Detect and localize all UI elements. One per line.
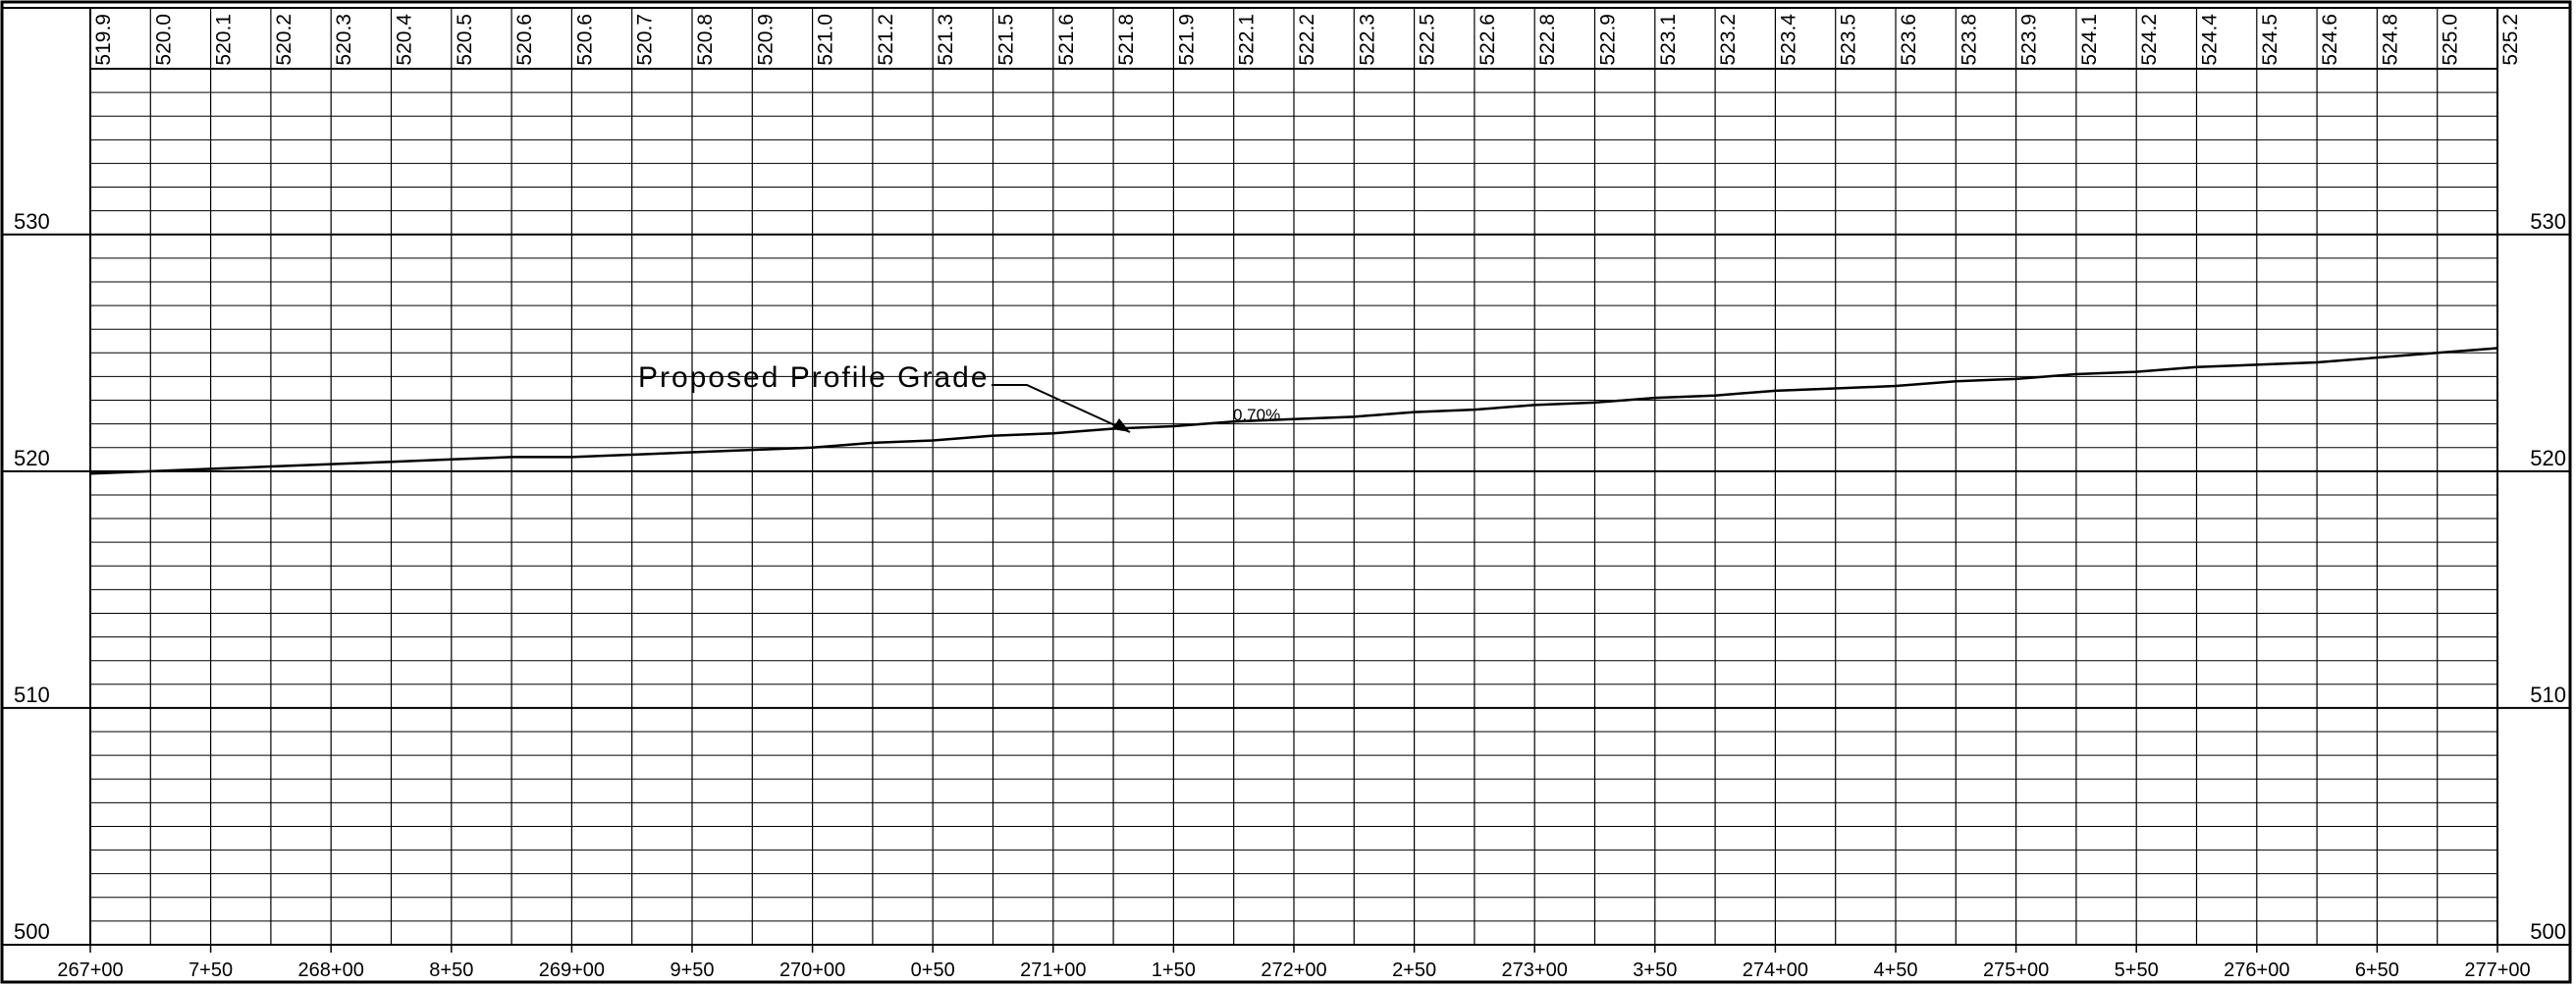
elevation-label: 525.0 — [2440, 14, 2462, 66]
elevation-label: 523.4 — [1777, 14, 1799, 66]
annotation-label: Proposed Profile Grade — [638, 361, 990, 394]
x-tick-label: 271+00 — [1020, 959, 1086, 981]
elevation-label: 520.3 — [333, 14, 355, 66]
elevation-label: 522.6 — [1476, 14, 1499, 66]
elevation-label: 520.4 — [394, 14, 416, 66]
elevation-label: 522.2 — [1296, 14, 1318, 66]
x-tick-label: 7+50 — [188, 959, 233, 981]
elevation-label: 521.2 — [875, 14, 897, 66]
elevation-label: 520.5 — [454, 14, 476, 66]
x-tick-label: 277+00 — [2464, 959, 2530, 981]
elevation-label: 521.0 — [815, 14, 837, 66]
profile-line — [89, 347, 2498, 475]
y-tick-label-right: 510 — [2530, 683, 2566, 707]
x-tick-label: 6+50 — [2355, 959, 2399, 981]
elevation-label: 520.9 — [754, 14, 777, 66]
x-tick-label: 0+50 — [911, 959, 955, 981]
elevation-label: 520.7 — [634, 14, 657, 66]
elevation-label: 524.5 — [2259, 14, 2281, 66]
y-tick-label: 510 — [14, 683, 50, 707]
elevation-label: 520.0 — [152, 14, 175, 66]
y-tick-label: 530 — [14, 209, 50, 234]
elevation-label: 524.8 — [2379, 14, 2401, 66]
elevation-label: 522.5 — [1417, 14, 1439, 66]
elevation-label: 525.2 — [2499, 14, 2522, 66]
elevation-label: 520.1 — [213, 14, 236, 66]
elevation-label: 522.3 — [1356, 14, 1378, 66]
elevation-label: 520.2 — [273, 14, 295, 66]
grade-label: 0.70% — [1233, 406, 1280, 424]
elevation-label: 524.2 — [2138, 14, 2161, 66]
elevation-label: 521.5 — [995, 14, 1018, 66]
x-tick-label: 9+50 — [670, 959, 714, 981]
y-tick-label-right: 500 — [2530, 919, 2566, 944]
y-tick-label-right: 520 — [2530, 446, 2566, 470]
elevation-label: 521.6 — [1055, 14, 1078, 66]
x-tick-label: 270+00 — [779, 959, 845, 981]
y-tick-label: 500 — [14, 919, 50, 944]
elevation-label: 523.6 — [1898, 14, 1920, 66]
x-tick-label: 275+00 — [1983, 959, 2049, 981]
elevation-label: 523.8 — [1958, 14, 1980, 66]
x-tick-label: 3+50 — [1633, 959, 1677, 981]
elevation-label: 523.9 — [2018, 14, 2041, 66]
elevation-label: 523.2 — [1717, 14, 1740, 66]
y-tick-label-right: 530 — [2530, 209, 2566, 234]
annotation-arrowhead — [1112, 418, 1130, 432]
x-tick-label: 1+50 — [1152, 959, 1196, 981]
elevation-label: 524.6 — [2319, 14, 2341, 66]
x-tick-label: 4+50 — [1873, 959, 1917, 981]
x-tick-label: 276+00 — [2224, 959, 2289, 981]
elevation-label: 520.6 — [573, 14, 596, 66]
elevation-label: 520.8 — [694, 14, 717, 66]
x-tick-label: 272+00 — [1261, 959, 1326, 981]
x-tick-label: 267+00 — [57, 959, 123, 981]
elevation-label: 520.6 — [513, 14, 536, 66]
elevation-label: 522.8 — [1536, 14, 1559, 66]
elevation-label: 524.1 — [2078, 14, 2101, 66]
x-tick-label: 2+50 — [1392, 959, 1436, 981]
elevation-label: 522.9 — [1597, 14, 1620, 66]
y-tick-label: 520 — [14, 446, 50, 470]
x-tick-label: 5+50 — [2115, 959, 2159, 981]
elevation-label: 523.1 — [1657, 14, 1680, 66]
elevation-label: 521.3 — [935, 14, 957, 66]
elevation-label: 521.8 — [1115, 14, 1138, 66]
elevation-label: 522.1 — [1236, 14, 1259, 66]
elevation-label: 519.9 — [92, 14, 115, 66]
elevation-label: 523.5 — [1838, 14, 1860, 66]
x-tick-label: 273+00 — [1502, 959, 1568, 981]
x-tick-label: 274+00 — [1743, 959, 1808, 981]
elevation-label: 521.9 — [1175, 14, 1198, 66]
annotation-leader — [992, 384, 1131, 433]
elevation-label: 524.4 — [2199, 14, 2222, 66]
x-tick-label: 8+50 — [429, 959, 473, 981]
x-tick-label: 268+00 — [298, 959, 364, 981]
x-tick-label: 269+00 — [539, 959, 605, 981]
